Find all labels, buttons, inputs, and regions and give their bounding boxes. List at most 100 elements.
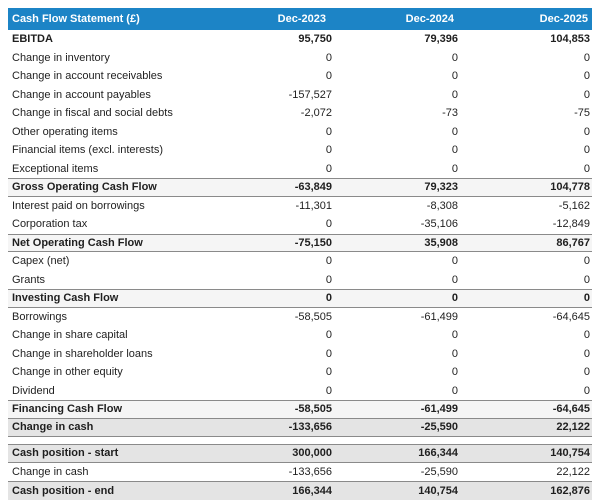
- row-label: Change in share capital: [12, 329, 128, 342]
- row-value: 22,122: [556, 465, 590, 478]
- row-label: Cash position - start: [12, 447, 119, 460]
- row-value: 0: [451, 273, 458, 286]
- table-row: Investing Cash Flow 0 0 0: [8, 289, 592, 308]
- row-value: 0: [325, 384, 332, 397]
- table-row: Change in other equity 0 0 0: [8, 363, 592, 382]
- row-value: 0: [451, 347, 458, 360]
- row-value: -35,106: [420, 218, 458, 231]
- table-header-row: Cash Flow Statement (£) Dec-2023 Dec-202…: [8, 8, 592, 30]
- table-row: Financial items (excl. interests) 0 0 0: [8, 141, 592, 160]
- row-value: 104,853: [550, 33, 590, 46]
- row-label: Grants: [12, 273, 46, 286]
- row-value: 0: [325, 292, 332, 305]
- row-value: -157,527: [288, 88, 332, 101]
- row-label: Change in shareholder loans: [12, 347, 153, 360]
- row-value: -2,072: [300, 107, 332, 120]
- row-value: 140,754: [418, 484, 458, 497]
- row-value: 0: [451, 366, 458, 379]
- row-value: -61,499: [420, 310, 458, 323]
- row-label: Exceptional items: [12, 162, 99, 175]
- table-row: Financing Cash Flow -58,505 -61,499 -64,645: [8, 400, 592, 419]
- row-label: EBITDA: [12, 33, 53, 46]
- row-value: 0: [451, 125, 458, 138]
- row-value: -63,849: [294, 181, 332, 194]
- table-row: Other operating items 0 0 0: [8, 122, 592, 141]
- row-value: 0: [451, 70, 458, 83]
- row-label: Change in cash: [12, 421, 94, 434]
- row-value: 0: [583, 125, 590, 138]
- row-value: 0: [451, 144, 458, 157]
- table-row: Cash position - end 166,344 140,754 162,876: [8, 481, 592, 500]
- row-value: 79,396: [424, 33, 458, 46]
- row-label: Change in other equity: [12, 366, 123, 379]
- row-value: -133,656: [288, 421, 332, 434]
- row-label: Change in inventory: [12, 51, 110, 64]
- row-label: Other operating items: [12, 125, 118, 138]
- row-value: 0: [583, 255, 590, 268]
- row-value: 0: [583, 292, 590, 305]
- row-value: 79,323: [424, 181, 458, 194]
- row-value: 0: [451, 255, 458, 268]
- row-value: 0: [451, 162, 458, 175]
- row-label: Financial items (excl. interests): [12, 144, 163, 157]
- table-row: Change in account receivables 0 0 0: [8, 67, 592, 86]
- row-value: 86,767: [556, 236, 590, 249]
- row-value: 0: [325, 329, 332, 342]
- table-row: Cash position - start 300,000 166,344 140,7…: [8, 444, 592, 463]
- row-label: Change in fiscal and social debts: [12, 107, 173, 120]
- row-value: -58,505: [294, 310, 332, 323]
- row-label: Dividend: [12, 384, 55, 397]
- table-row: EBITDA 95,750 79,396 104,853: [8, 30, 592, 49]
- row-value: 35,908: [424, 236, 458, 249]
- column-header-dec-2025: Dec-2025: [539, 13, 588, 25]
- table-row: Change in share capital 0 0 0: [8, 326, 592, 345]
- row-value: 0: [451, 329, 458, 342]
- table-row: Interest paid on borrowings -11,301 -8,308…: [8, 196, 592, 215]
- row-value: 300,000: [292, 447, 332, 460]
- row-label: Corporation tax: [12, 218, 88, 231]
- table-row: Change in inventory 0 0 0: [8, 48, 592, 67]
- row-label: Gross Operating Cash Flow: [12, 181, 157, 194]
- row-value: 0: [583, 162, 590, 175]
- table-row: Net Operating Cash Flow -75,150 35,908 86,7…: [8, 233, 592, 252]
- row-value: 0: [325, 70, 332, 83]
- row-value: -73: [442, 107, 458, 120]
- table-row: Change in fiscal and social debts -2,072 -…: [8, 104, 592, 123]
- row-value: -25,590: [420, 465, 458, 478]
- row-value: -64,645: [552, 310, 590, 323]
- cash-flow-statement-table: Cash Flow Statement (£) Dec-2023 Dec-202…: [8, 8, 592, 500]
- row-value: 0: [325, 255, 332, 268]
- row-label: Capex (net): [12, 255, 70, 268]
- row-value: 0: [583, 273, 590, 286]
- table-row: Borrowings -58,505 -61,499 -64,645: [8, 307, 592, 326]
- row-value: 0: [583, 347, 590, 360]
- table-title: Cash Flow Statement (£): [12, 13, 140, 25]
- row-value: 0: [325, 347, 332, 360]
- row-label: Borrowings: [12, 310, 68, 323]
- row-label: Financing Cash Flow: [12, 403, 123, 416]
- row-value: 0: [325, 366, 332, 379]
- row-value: 0: [325, 144, 332, 157]
- row-value: 0: [583, 366, 590, 379]
- row-value: -61,499: [420, 403, 458, 416]
- row-label: Cash position - end: [12, 484, 115, 497]
- row-value: 0: [451, 292, 458, 305]
- row-value: 0: [583, 384, 590, 397]
- table-row: Exceptional items 0 0 0: [8, 159, 592, 178]
- row-value: -75: [574, 107, 590, 120]
- table-row: Dividend 0 0 0: [8, 381, 592, 400]
- row-label: Interest paid on borrowings: [12, 199, 145, 212]
- row-value: 22,122: [556, 421, 590, 434]
- row-value: -11,301: [295, 199, 333, 212]
- table-row: Capex (net) 0 0 0: [8, 252, 592, 271]
- row-label: Change in cash: [12, 465, 89, 478]
- row-label: Investing Cash Flow: [12, 292, 119, 305]
- row-value: 166,344: [418, 447, 458, 460]
- table-row: Change in shareholder loans 0 0 0: [8, 344, 592, 363]
- table-row: Corporation tax 0 -35,106 -12,849: [8, 215, 592, 234]
- row-label: Change in account receivables: [12, 70, 163, 83]
- row-value: -12,849: [552, 218, 590, 231]
- row-value: 0: [325, 125, 332, 138]
- row-value: 104,778: [550, 181, 590, 194]
- row-value: 0: [583, 70, 590, 83]
